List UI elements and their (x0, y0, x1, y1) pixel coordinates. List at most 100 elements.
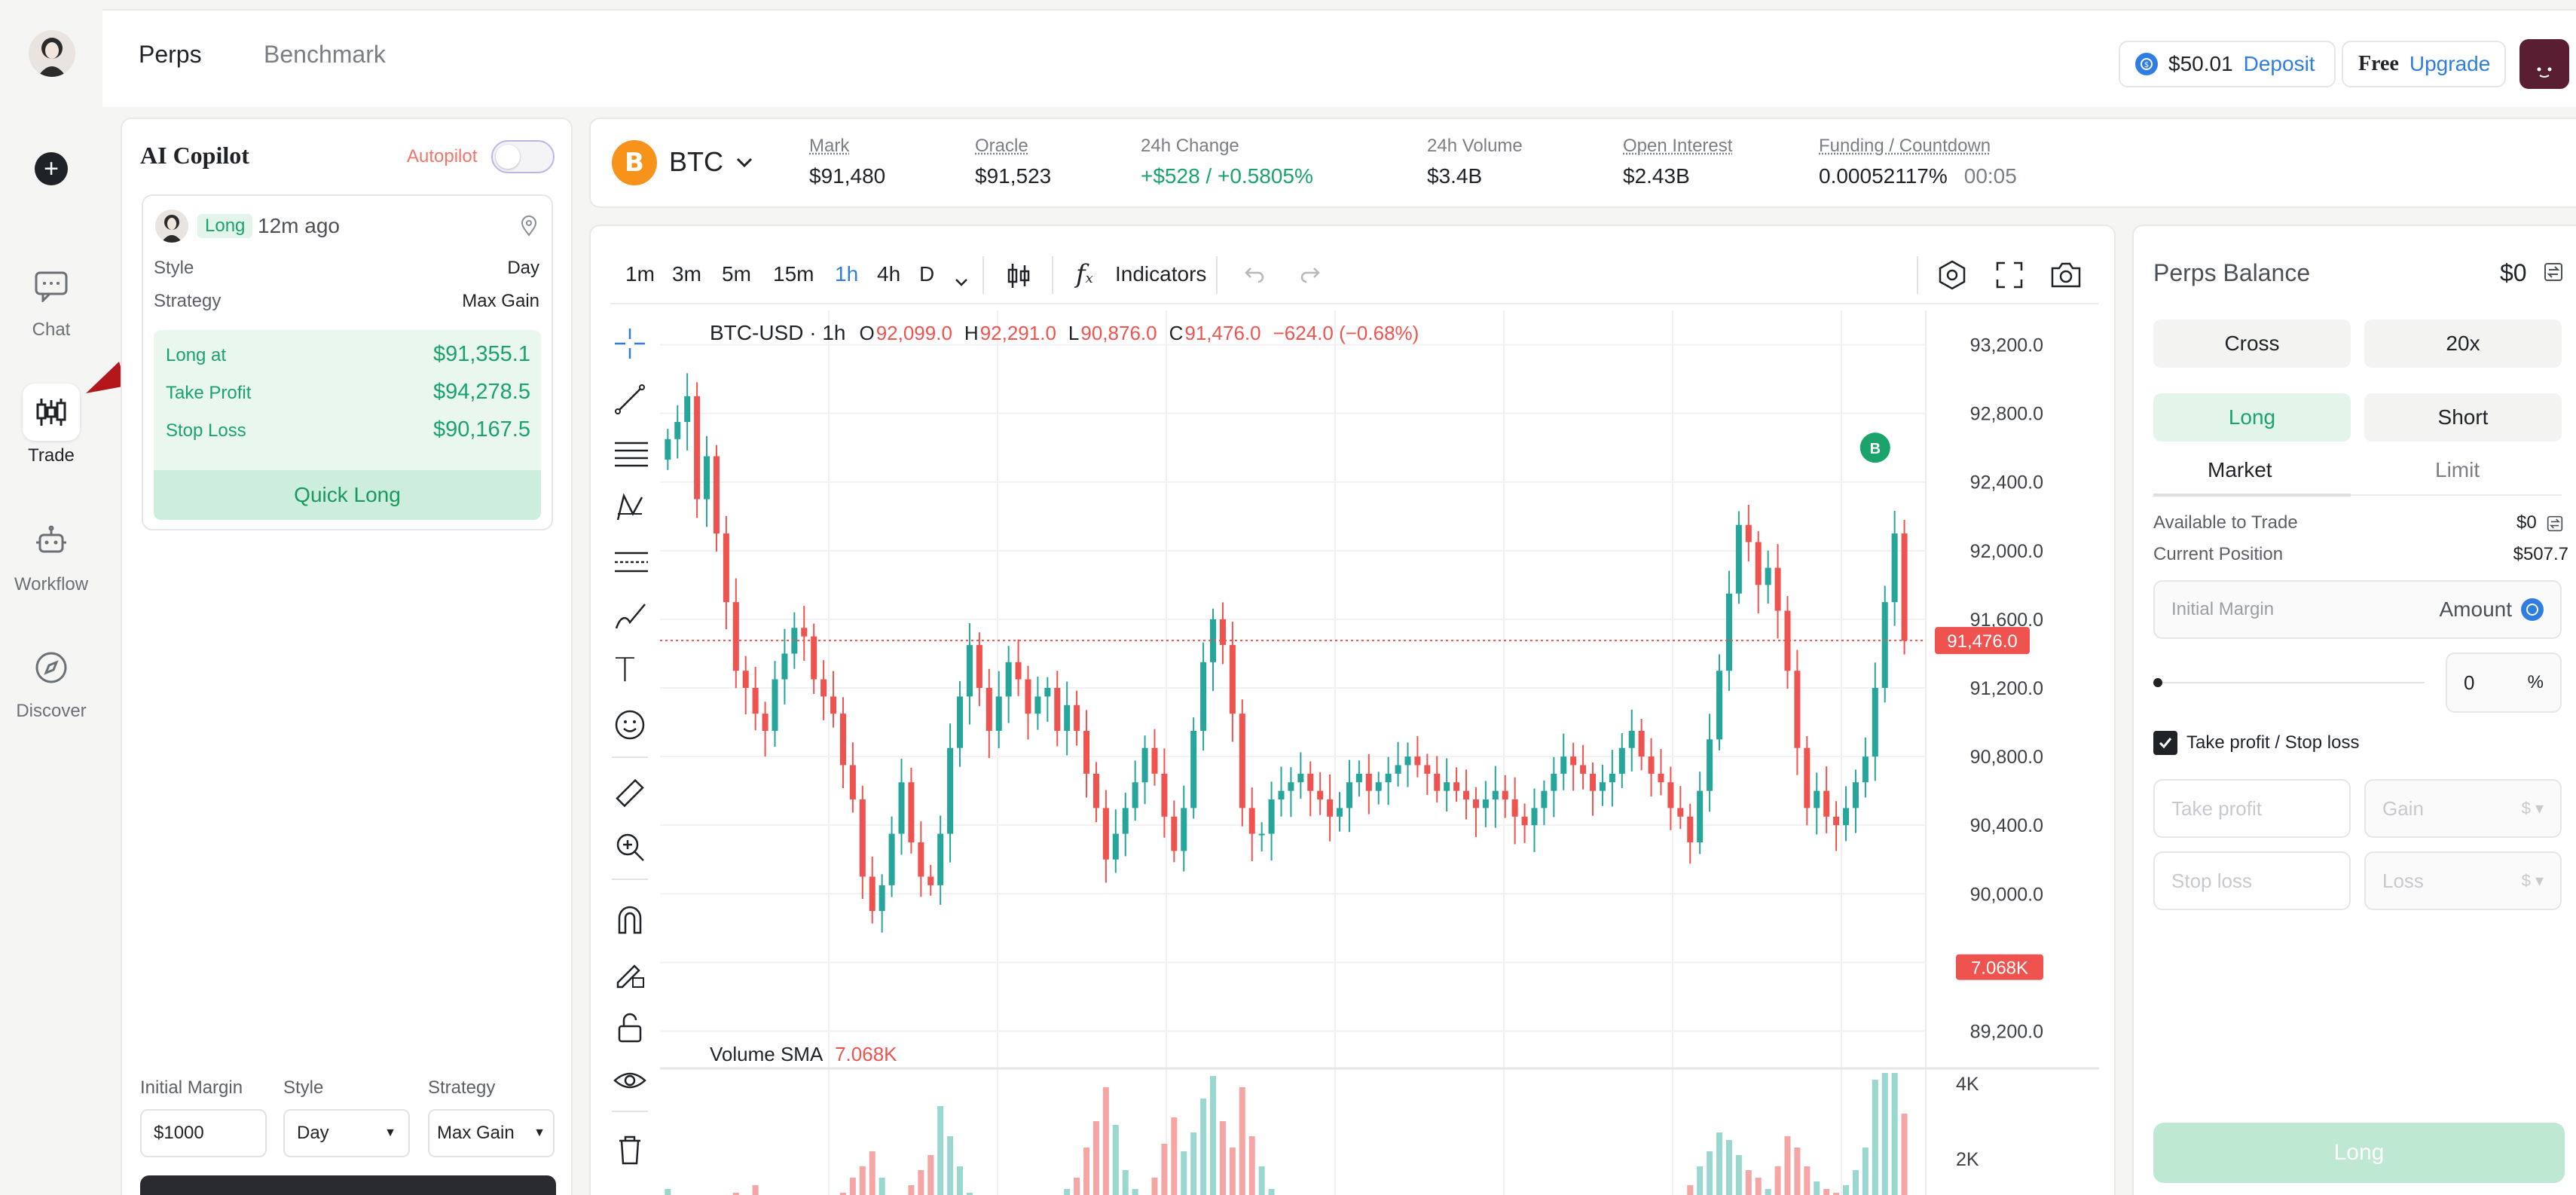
upgrade-link[interactable]: Upgrade (2409, 52, 2490, 76)
symbol-name: BTC (669, 146, 723, 178)
trash-icon[interactable] (613, 1133, 646, 1172)
text-tool-icon[interactable]: T (615, 651, 635, 689)
measure-lines-icon[interactable] (613, 546, 649, 584)
short-side-button[interactable]: Short (2364, 393, 2562, 442)
autopilot-toggle[interactable] (491, 140, 555, 173)
transfer-small-icon[interactable] (2547, 514, 2563, 537)
percent-input[interactable]: 0 % (2446, 653, 2562, 713)
tab-perps[interactable]: Perps (139, 41, 202, 69)
emoji-icon[interactable] (613, 708, 646, 747)
crosshair-icon[interactable] (613, 327, 646, 365)
timeframe-4h[interactable]: 4h (877, 262, 900, 286)
symbol-selector[interactable]: BTC (669, 146, 753, 178)
redo-icon[interactable] (1299, 265, 1322, 289)
initial-margin-field[interactable]: Initial Margin Amount (2153, 580, 2562, 639)
compass-icon (23, 639, 80, 696)
margin-slider[interactable] (2153, 678, 2425, 687)
strategy-select[interactable]: Max Gain ▼ (428, 1109, 555, 1157)
camera-icon[interactable] (2049, 259, 2082, 295)
fib-lines-icon[interactable] (613, 437, 649, 475)
tpsl-checkbox[interactable] (2153, 731, 2177, 755)
candle-body (1317, 791, 1323, 799)
left-rail: + Chat Trade Workflow Discover (0, 9, 102, 1195)
market-tab[interactable]: Market (2208, 458, 2272, 482)
take-profit-input[interactable]: Take profit (2153, 779, 2351, 838)
mark-stat: Mark $91,480 (809, 136, 885, 188)
candle-body (869, 877, 875, 912)
indicators-button[interactable]: Indicators (1115, 262, 1206, 286)
tab-benchmark[interactable]: Benchmark (264, 41, 386, 69)
draw-lock-icon[interactable] (613, 957, 646, 995)
chart-settings-icon[interactable] (1936, 259, 1968, 296)
volume-bar (1230, 1148, 1236, 1195)
user-avatar[interactable] (2519, 39, 2569, 89)
stop-loss-value: $90,167.5 (433, 417, 530, 442)
new-plus-button[interactable]: + (35, 152, 68, 185)
candle-body (957, 696, 963, 747)
chart-type-icon[interactable] (1005, 261, 1032, 296)
wallet-balance-pill[interactable]: $ $50.01 Deposit (2119, 41, 2336, 87)
initial-margin-input[interactable]: $1000 (140, 1109, 267, 1157)
pattern-icon[interactable] (613, 491, 646, 530)
gain-select[interactable]: Gain $ ▾ (2364, 779, 2562, 838)
nav-workflow[interactable]: Workflow (0, 512, 102, 595)
gain-currency: $ (2522, 799, 2531, 818)
transfer-icon[interactable] (2544, 262, 2563, 287)
candle-body (714, 457, 720, 533)
candle-body (1278, 791, 1284, 799)
volume-bar (1210, 1076, 1216, 1195)
candle-body (1142, 748, 1148, 783)
timeframe-1m[interactable]: 1m (625, 262, 655, 286)
indicators-icon[interactable]: fx (1076, 259, 1093, 289)
initial-margin-placeholder: Initial Margin (2171, 599, 2274, 620)
oracle-value: $91,523 (975, 164, 1051, 188)
visibility-icon[interactable] (613, 1064, 646, 1102)
zoom-in-icon[interactable] (613, 830, 646, 869)
long-at-label: Long at (166, 345, 226, 366)
top-header: Perps Benchmark $ $50.01 Deposit Free Up… (102, 9, 2576, 107)
unlock-icon[interactable] (613, 1011, 646, 1050)
nav-discover[interactable]: Discover (0, 639, 102, 722)
timeframe-1h[interactable]: 1h (835, 262, 858, 286)
pin-icon[interactable] (520, 215, 538, 242)
slider-knob[interactable] (2153, 678, 2162, 687)
timeframe-15m[interactable]: 15m (773, 262, 814, 286)
initial-margin-value: $1000 (154, 1123, 204, 1144)
candle-body (1658, 774, 1664, 782)
candle-body (753, 688, 759, 714)
low-value: 90,876.0 (1080, 322, 1157, 345)
candle-body (1132, 782, 1138, 808)
oracle-stat: Oracle $91,523 (975, 136, 1051, 188)
candle-body (1288, 782, 1294, 790)
start-copilot-button[interactable] (140, 1175, 556, 1195)
svg-text:B: B (625, 148, 644, 178)
timeframe-5m[interactable]: 5m (722, 262, 751, 286)
long-side-button[interactable]: Long (2153, 393, 2351, 442)
stop-loss-input[interactable]: Stop loss (2153, 851, 2351, 910)
margin-mode-button[interactable]: Cross (2153, 319, 2351, 368)
deposit-link[interactable]: Deposit (2244, 52, 2315, 76)
timeframe-d[interactable]: D (919, 262, 934, 286)
quick-long-button[interactable]: Quick Long (154, 470, 541, 520)
candle-body (1902, 533, 1908, 640)
ruler-icon[interactable] (613, 778, 646, 816)
app-logo-avatar[interactable] (29, 30, 75, 77)
limit-tab[interactable]: Limit (2435, 458, 2480, 482)
loss-select[interactable]: Loss $ ▾ (2364, 851, 2562, 910)
plan-pill[interactable]: Free Upgrade (2342, 41, 2506, 87)
brush-icon[interactable] (613, 600, 649, 638)
btc-coin-icon: B (612, 140, 657, 185)
leverage-button[interactable]: 20x (2364, 319, 2562, 368)
open-interest-stat: Open Interest $2.43B (1623, 136, 1732, 188)
trend-line-icon[interactable] (613, 383, 646, 421)
volume-bar (1249, 1136, 1255, 1195)
style-select[interactable]: Day ▼ (283, 1109, 410, 1157)
candle-body (1794, 671, 1800, 747)
magnet-icon[interactable] (613, 903, 646, 941)
timeframe-3m[interactable]: 3m (672, 262, 701, 286)
fullscreen-icon[interactable] (1995, 261, 2024, 295)
timeframe-dropdown-icon[interactable] (954, 270, 969, 293)
submit-long-button[interactable]: Long (2153, 1123, 2565, 1183)
undo-icon[interactable] (1243, 265, 1266, 289)
check-icon (2157, 735, 2174, 751)
